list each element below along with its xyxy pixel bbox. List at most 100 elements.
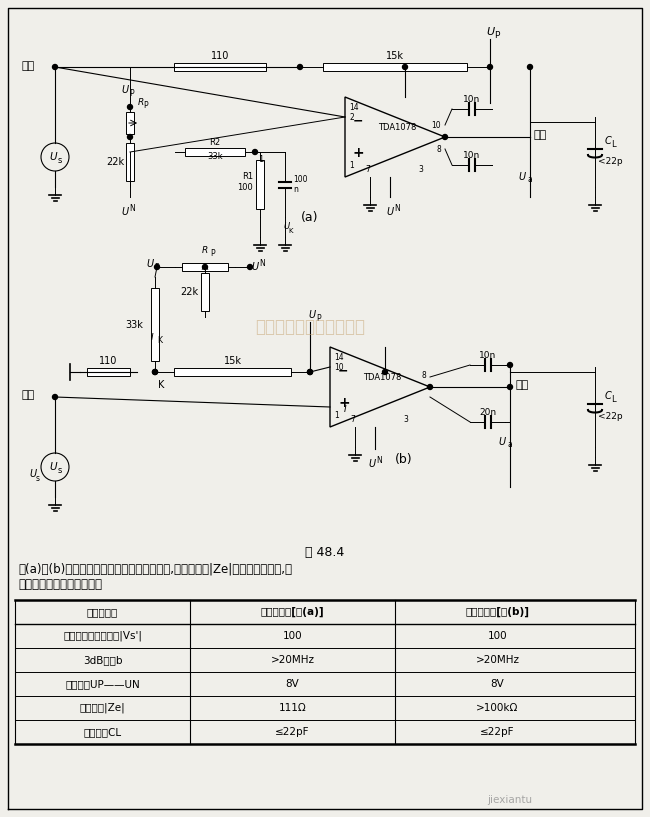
Text: P: P <box>316 314 320 323</box>
Text: N: N <box>129 204 135 213</box>
Circle shape <box>248 265 252 270</box>
Text: >20MHz: >20MHz <box>476 655 519 665</box>
Circle shape <box>428 385 432 390</box>
Text: 110: 110 <box>99 356 118 366</box>
Circle shape <box>127 135 133 140</box>
Text: 1: 1 <box>258 155 263 164</box>
Text: <22p: <22p <box>598 157 623 166</box>
Text: 图 48.4: 图 48.4 <box>306 546 345 559</box>
Bar <box>256 160 264 209</box>
Text: L: L <box>611 140 616 149</box>
Text: 100: 100 <box>283 631 302 641</box>
Text: 15k: 15k <box>386 51 404 61</box>
Text: I: I <box>344 405 346 414</box>
Circle shape <box>53 65 57 69</box>
Text: 15k: 15k <box>224 356 242 366</box>
Text: K: K <box>157 336 162 345</box>
Text: 3: 3 <box>418 164 423 173</box>
Text: L: L <box>611 395 616 404</box>
Text: 输入: 输入 <box>22 61 35 71</box>
Text: U: U <box>486 27 494 37</box>
Text: +: + <box>338 396 350 410</box>
Text: P: P <box>143 101 148 110</box>
Text: K: K <box>289 228 293 234</box>
Bar <box>182 263 228 271</box>
Text: −: − <box>338 364 348 377</box>
Text: C: C <box>605 391 612 401</box>
Text: 22k: 22k <box>180 287 198 297</box>
Circle shape <box>307 369 313 374</box>
Text: N: N <box>394 204 400 213</box>
Text: 1: 1 <box>349 160 354 169</box>
Circle shape <box>402 65 408 69</box>
Text: P: P <box>210 249 215 258</box>
Text: (a): (a) <box>301 211 318 224</box>
Text: 7: 7 <box>350 414 355 423</box>
Text: P: P <box>154 263 159 272</box>
Text: 7: 7 <box>365 164 370 173</box>
Text: ≤22pF: ≤22pF <box>480 727 515 737</box>
Text: 3dB带宽b: 3dB带宽b <box>83 655 122 665</box>
Text: 输入阻抗|Ze|: 输入阻抗|Ze| <box>79 703 125 713</box>
Bar <box>126 113 134 134</box>
Circle shape <box>53 395 57 400</box>
Text: 14: 14 <box>334 352 344 361</box>
Text: −: − <box>353 114 363 127</box>
Text: K: K <box>158 380 164 390</box>
Text: P: P <box>129 89 134 98</box>
Text: 电源电压UP——UN: 电源电压UP——UN <box>65 679 140 689</box>
Circle shape <box>127 105 133 109</box>
Text: 8V: 8V <box>491 679 504 689</box>
Text: 放大器类型: 放大器类型 <box>87 607 118 617</box>
Bar <box>185 148 246 156</box>
Text: 3: 3 <box>403 414 408 423</box>
Circle shape <box>508 385 512 390</box>
Text: 1: 1 <box>334 410 339 419</box>
Text: 图(a)和(b)两个电路除输入信号的符号不同外,在输入阻抗|Ze|上也有明显不同,其: 图(a)和(b)两个电路除输入信号的符号不同外,在输入阻抗|Ze|上也有明显不同… <box>18 562 292 575</box>
Text: P: P <box>494 31 499 40</box>
Text: U: U <box>29 469 36 479</box>
Text: U: U <box>284 222 290 231</box>
Text: <22p: <22p <box>598 412 623 421</box>
Circle shape <box>153 369 157 374</box>
Text: 10n: 10n <box>463 95 480 104</box>
Text: +: + <box>353 146 365 160</box>
Text: R: R <box>202 246 208 255</box>
Text: U: U <box>146 259 153 269</box>
Text: U: U <box>122 85 129 95</box>
Text: TDA1078: TDA1078 <box>363 373 401 382</box>
Text: 10n: 10n <box>463 151 480 160</box>
Bar <box>174 368 291 376</box>
Bar <box>201 273 209 311</box>
Text: U: U <box>122 207 129 217</box>
Bar <box>126 143 134 181</box>
Text: 输出: 输出 <box>534 130 547 140</box>
Bar <box>174 63 266 71</box>
Text: U: U <box>499 437 506 447</box>
Bar <box>151 288 159 360</box>
Text: U: U <box>49 152 57 162</box>
Bar <box>323 63 467 71</box>
Text: 负载电容CL: 负载电容CL <box>83 727 122 737</box>
Text: 10: 10 <box>432 120 441 130</box>
Text: >20MHz: >20MHz <box>270 655 315 665</box>
Text: R2: R2 <box>209 138 220 147</box>
Text: C: C <box>605 136 612 146</box>
Circle shape <box>488 65 493 69</box>
Circle shape <box>203 265 207 270</box>
Circle shape <box>155 265 159 270</box>
Text: 14: 14 <box>349 102 359 111</box>
Circle shape <box>382 369 387 374</box>
Text: (b): (b) <box>395 453 413 466</box>
Text: U: U <box>49 462 57 472</box>
Text: 20n: 20n <box>479 408 496 417</box>
Text: 22k: 22k <box>106 157 124 167</box>
Circle shape <box>298 65 302 69</box>
Text: 低频下闭环放大系数|Vs'|: 低频下闭环放大系数|Vs'| <box>63 631 142 641</box>
Circle shape <box>528 65 532 69</box>
Text: >100kΩ: >100kΩ <box>476 703 519 713</box>
Circle shape <box>153 369 157 374</box>
Text: N: N <box>259 259 265 268</box>
Text: 33k: 33k <box>207 152 223 161</box>
Text: s: s <box>36 474 40 483</box>
